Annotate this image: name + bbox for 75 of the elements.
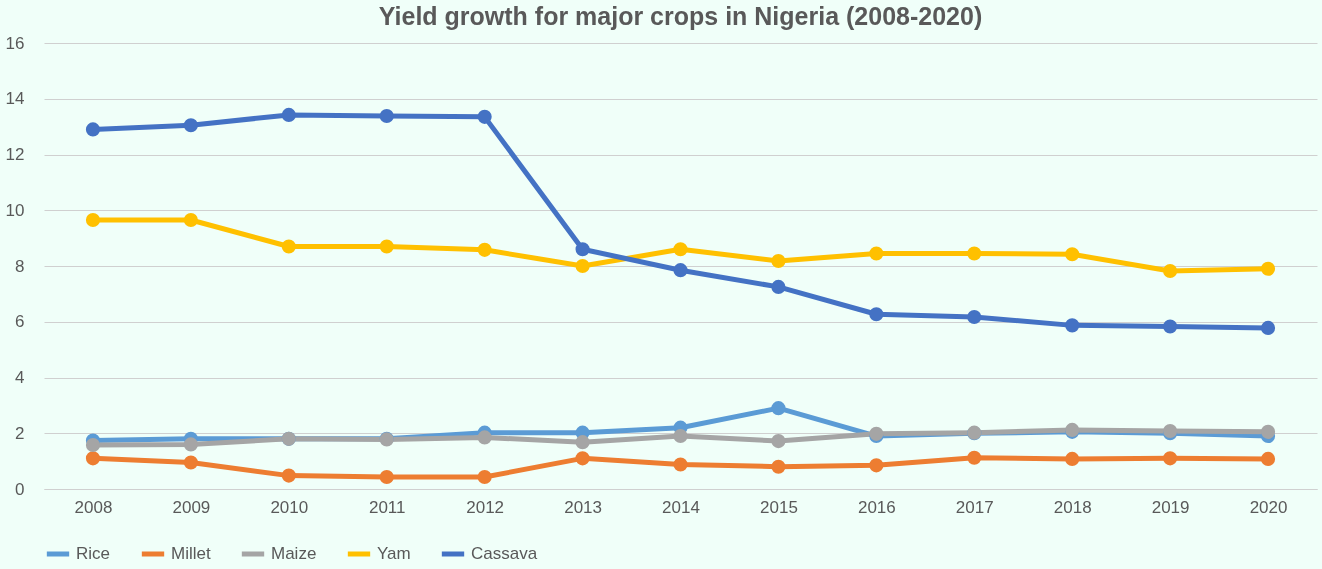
point	[477, 109, 492, 124]
point	[477, 242, 492, 257]
point	[183, 437, 198, 452]
x-tick-label: 2011	[368, 497, 406, 517]
point	[1260, 424, 1276, 439]
point	[183, 455, 198, 470]
y-tick-label: 2	[15, 423, 25, 443]
point	[967, 450, 982, 465]
x-tick-label: 2020	[1249, 497, 1288, 517]
legend-label: Rice	[76, 544, 111, 563]
x-tick-label: 2013	[564, 497, 602, 517]
x-tick-label: 2015	[760, 497, 798, 517]
point	[575, 451, 590, 466]
legend-label: Cassava	[471, 544, 538, 563]
point	[869, 458, 884, 473]
point	[183, 212, 198, 228]
x-tick-label: 2018	[1053, 497, 1092, 517]
y-tick-label: 10	[5, 200, 25, 220]
point	[379, 239, 394, 254]
point	[1260, 451, 1276, 466]
chart-title: Yield growth for major crops in Nigeria (2008-2020)	[378, 2, 983, 30]
x-tick-label: 2010	[270, 497, 309, 517]
point	[281, 107, 296, 122]
point	[575, 242, 590, 257]
y-tick-label: 0	[15, 479, 25, 499]
point	[771, 459, 786, 474]
y-tick-label: 12	[5, 145, 25, 164]
point	[1260, 320, 1276, 335]
point	[673, 457, 688, 472]
y-tick-label: 6	[15, 312, 25, 332]
point	[967, 309, 982, 325]
y-tick-label: 16	[5, 33, 25, 53]
point	[1065, 247, 1080, 262]
point	[967, 246, 982, 261]
point	[1163, 263, 1178, 279]
point	[85, 451, 101, 466]
point	[771, 279, 786, 294]
y-tick-label: 8	[15, 256, 25, 276]
point	[1163, 319, 1178, 334]
y-tick-label: 14	[5, 89, 25, 109]
legend-label: Millet	[171, 544, 211, 563]
point	[85, 122, 101, 137]
point	[673, 428, 688, 444]
y-tick-label: 4	[15, 368, 25, 387]
point	[575, 435, 590, 450]
point	[869, 246, 884, 261]
point	[771, 401, 786, 416]
x-tick-label: 2014	[662, 497, 700, 517]
point	[1163, 451, 1178, 466]
point	[1065, 451, 1080, 466]
legend-label: Maize	[271, 544, 317, 563]
point	[477, 469, 492, 485]
point	[673, 242, 688, 257]
point	[281, 239, 296, 254]
point	[575, 258, 590, 274]
point	[1065, 318, 1080, 333]
point	[1260, 261, 1276, 276]
point	[85, 437, 101, 453]
x-tick-label: 2008	[74, 497, 113, 517]
x-tick-label: 2016	[857, 497, 896, 517]
point	[183, 118, 198, 133]
point	[869, 307, 884, 322]
legend-label: Yam	[377, 544, 411, 563]
x-tick-label: 2012	[466, 497, 505, 517]
point	[771, 253, 786, 269]
point	[85, 212, 101, 228]
point	[379, 108, 394, 124]
x-tick-label: 2017	[955, 497, 994, 517]
point	[771, 434, 786, 449]
point	[673, 263, 688, 278]
point	[477, 430, 492, 445]
point	[379, 469, 394, 485]
point	[281, 468, 296, 483]
x-tick-label: 2019	[1151, 497, 1190, 517]
x-tick-label: 2009	[172, 497, 211, 517]
